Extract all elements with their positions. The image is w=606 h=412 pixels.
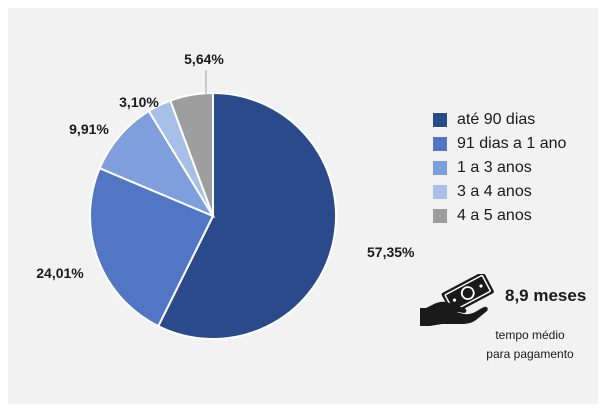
slice-value-label-2: 9,91% xyxy=(69,121,109,137)
money-hand-icon xyxy=(420,274,494,326)
legend-item-4: 4 a 5 anos xyxy=(433,204,566,228)
legend-item-3: 3 a 4 anos xyxy=(433,180,566,204)
pie-chart: 57,35% 24,01% 9,91% 3,10% 5,64% xyxy=(36,51,415,340)
legend-swatch-2 xyxy=(433,161,447,175)
legend-label-0: até 90 dias xyxy=(457,111,536,128)
caption-line-2: para pagamento xyxy=(486,347,574,361)
legend-swatch-0 xyxy=(433,113,447,127)
slice-value-label-0: 57,35% xyxy=(367,244,415,260)
chart-panel: 57,35% 24,01% 9,91% 3,10% 5,64% até 90 dias … xyxy=(8,8,598,404)
legend-label-4: 4 a 5 anos xyxy=(457,207,532,224)
legend: até 90 dias 91 dias a 1 ano 1 a 3 anos 3… xyxy=(433,108,566,228)
legend-item-2: 1 a 3 anos xyxy=(433,156,566,180)
slice-value-label-4: 5,64% xyxy=(184,51,224,67)
legend-label-2: 1 a 3 anos xyxy=(457,159,532,176)
legend-swatch-4 xyxy=(433,209,447,223)
slice-value-label-1: 24,01% xyxy=(36,265,84,281)
pie-slice-2 xyxy=(98,109,216,219)
legend-swatch-1 xyxy=(433,137,447,151)
caption-line-1: tempo médio xyxy=(495,328,565,342)
legend-label-3: 3 a 4 anos xyxy=(457,183,532,200)
legend-label-1: 91 dias a 1 ano xyxy=(457,135,567,152)
pie-slice-4 xyxy=(169,91,214,217)
pie-slice-0 xyxy=(156,91,337,340)
slice-value-label-3: 3,10% xyxy=(119,94,159,110)
legend-swatch-3 xyxy=(433,185,447,199)
legend-item-1: 91 dias a 1 ano xyxy=(433,132,566,156)
average-time-value: 8,9 meses xyxy=(505,286,587,305)
legend-item-0: até 90 dias xyxy=(433,108,566,132)
average-time-caption: tempo médio para pagamento xyxy=(470,326,590,364)
pie-slice-1 xyxy=(89,166,215,328)
